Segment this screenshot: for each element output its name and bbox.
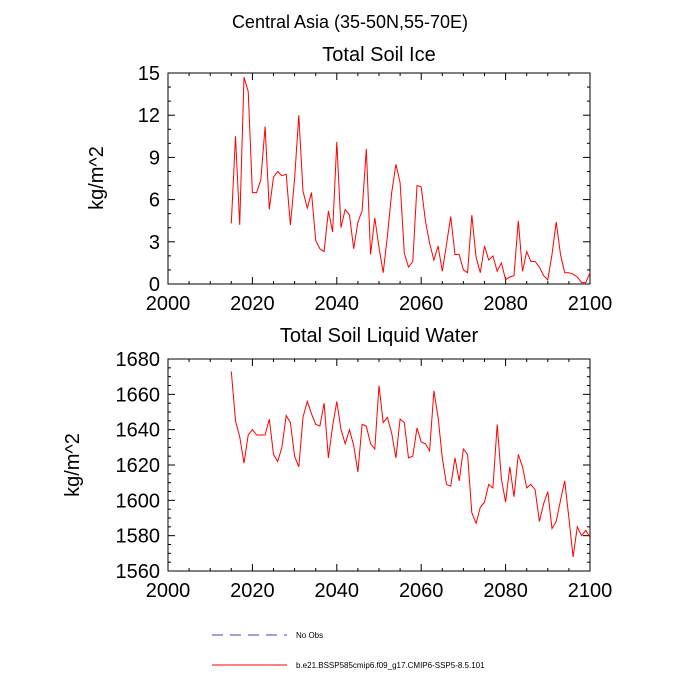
x-tick-label: 2000 bbox=[146, 293, 191, 315]
y-tick-label: 9 bbox=[149, 147, 160, 169]
y-tick-label: 1600 bbox=[116, 490, 161, 512]
x-tick-label: 2040 bbox=[315, 580, 360, 602]
chart-title: Total Soil Liquid Water bbox=[280, 325, 479, 347]
y-tick-label: 1660 bbox=[116, 384, 161, 406]
series-line bbox=[230, 371, 591, 557]
y-axis-label: kg/m^2 bbox=[86, 146, 108, 210]
y-tick-label: 1580 bbox=[116, 526, 161, 548]
y-tick-label: 0 bbox=[149, 274, 160, 296]
x-tick-label: 2000 bbox=[146, 580, 191, 602]
x-tick-label: 2080 bbox=[483, 293, 528, 315]
y-axis-label: kg/m^2 bbox=[62, 433, 84, 497]
y-tick-label: 3 bbox=[149, 232, 160, 254]
y-tick-label: 1620 bbox=[116, 455, 161, 477]
x-tick-label: 2040 bbox=[315, 293, 360, 315]
legend-label-no-obs: No Obs bbox=[296, 631, 323, 640]
legend-label-model: b.e21.BSSP585cmip6.f09_g17.CMIP6-SSP5-8.… bbox=[296, 661, 485, 670]
chart-marks: 2000 2020 2040 2060 2080 2100 0 3 6 9 12 15 bbox=[138, 63, 613, 315]
y-tick-label: 1560 bbox=[116, 561, 161, 583]
y-tick-label: 12 bbox=[138, 105, 160, 127]
y-tick-label: 15 bbox=[138, 63, 160, 85]
x-tick-label: 2100 bbox=[568, 293, 613, 315]
chart-title: Total Soil Ice bbox=[322, 44, 435, 66]
legend: No Obs b.e21.BSSP585cmip6.f09_g17.CMIP6-… bbox=[212, 631, 485, 670]
x-tick-label: 2060 bbox=[399, 293, 444, 315]
panel-total-soil-ice: Total Soil Ice kg/m^2 2000 2020 2040 2060 20… bbox=[86, 44, 612, 315]
x-tick-label: 2020 bbox=[230, 293, 275, 315]
x-tick-label: 2080 bbox=[483, 580, 528, 602]
x-tick-label: 2020 bbox=[230, 580, 275, 602]
x-tick-label: 2100 bbox=[568, 580, 613, 602]
chart-marks: 2000 2020 2040 2060 2080 2100 1560 1580 1600 1620… bbox=[116, 349, 613, 602]
figure-suptitle: Central Asia (35-50N,55-70E) bbox=[232, 12, 468, 32]
y-tick-label: 1680 bbox=[116, 349, 161, 371]
series-line bbox=[230, 77, 591, 284]
x-tick-label: 2060 bbox=[399, 580, 444, 602]
y-tick-label: 6 bbox=[149, 190, 160, 212]
y-tick-label: 1640 bbox=[116, 420, 161, 442]
panel-total-soil-liquid-water: Total Soil Liquid Water kg/m^2 2000 2020 2… bbox=[62, 325, 612, 602]
